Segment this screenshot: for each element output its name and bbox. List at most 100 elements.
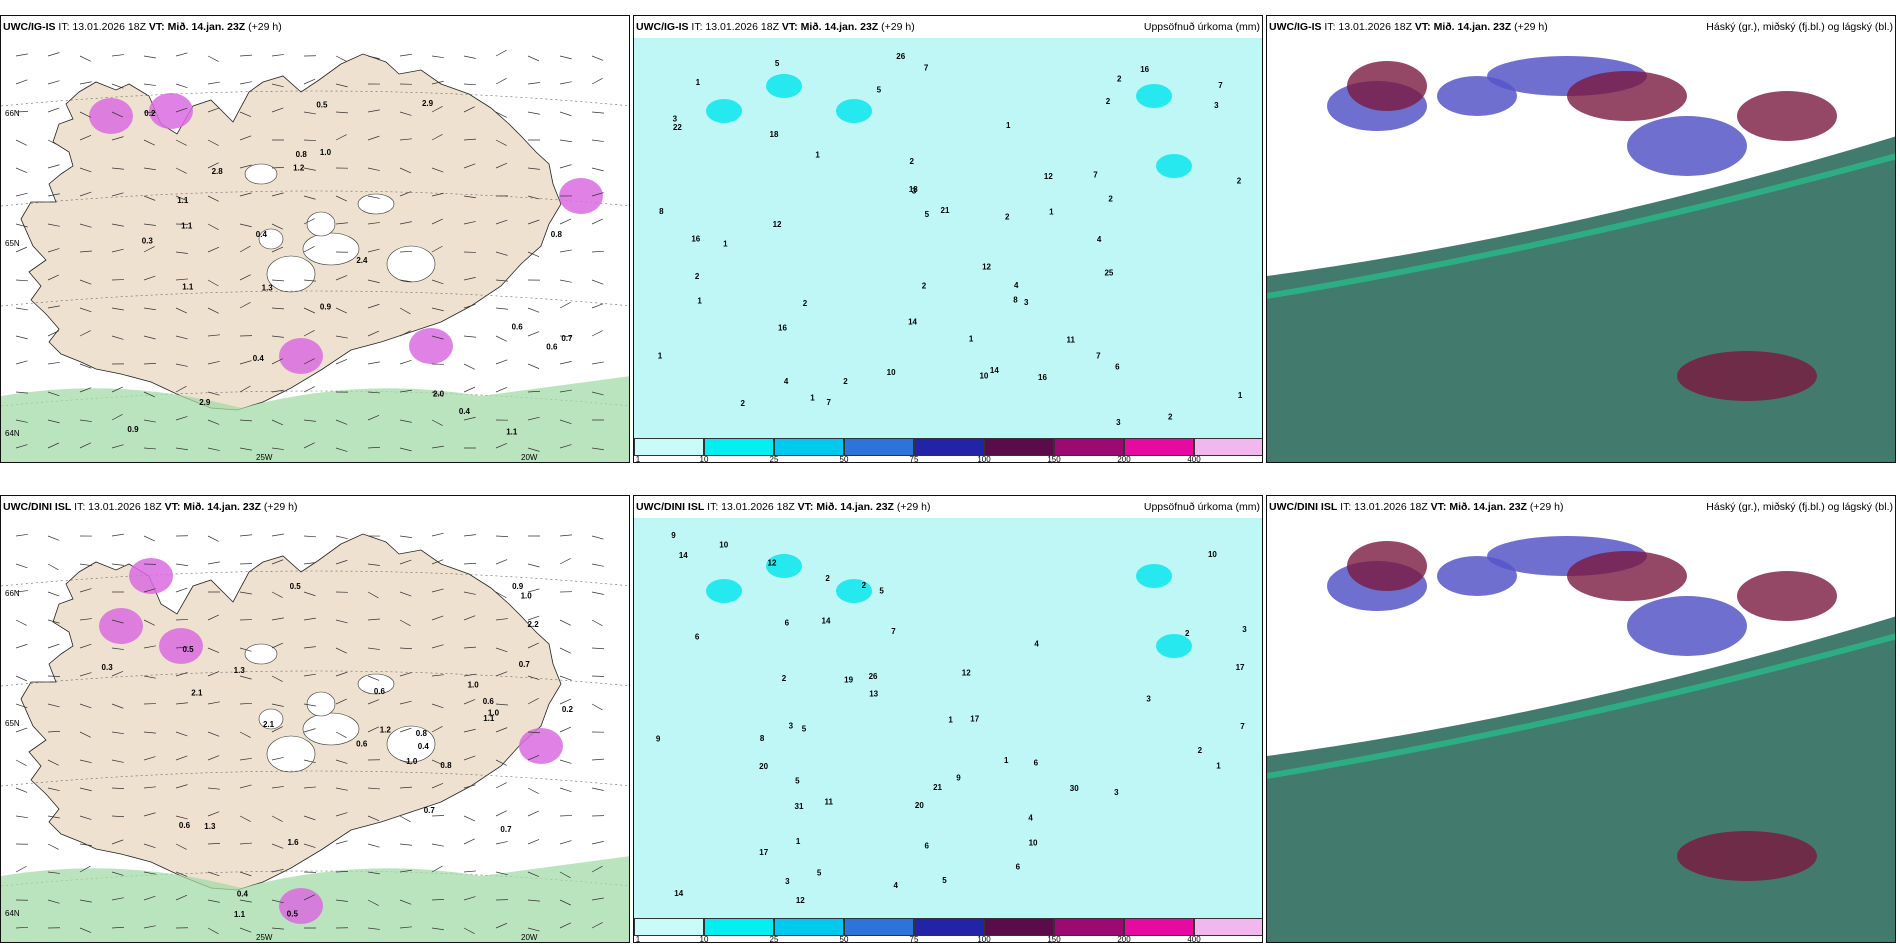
value-label: 19 (844, 676, 853, 685)
wind-barb (271, 83, 284, 88)
wind-barb (239, 899, 252, 903)
wind-barb (559, 815, 573, 817)
wind-barb (399, 869, 412, 873)
value-label: 3 (1242, 625, 1247, 634)
snow-area (409, 328, 453, 364)
wind-barb (111, 563, 124, 566)
axis-label: 66N (5, 109, 20, 118)
wind-barb (111, 192, 124, 197)
wind-barb (175, 307, 188, 314)
colorbar-tick: 400 (1187, 455, 1201, 463)
wind-barb (143, 275, 156, 281)
wind-barb (303, 246, 315, 253)
wind-barb (399, 191, 412, 197)
wind-barb (47, 139, 59, 146)
wind-barb (431, 759, 444, 766)
wind-barb (335, 222, 348, 225)
glacier-outline (244, 163, 278, 185)
snow-area (279, 338, 323, 374)
wind-barb (271, 246, 284, 253)
value-label: 5 (802, 724, 807, 733)
wind-barb (111, 223, 124, 227)
panel-dini-wind: UWC/DINI ISL IT: 13.01.2026 18Z VT: Mið.… (0, 495, 630, 943)
wind-barb (79, 167, 92, 173)
wind-barb (335, 698, 348, 705)
wind-barb (239, 842, 252, 845)
wind-barb (303, 386, 315, 393)
wind-barb (303, 562, 316, 565)
wind-barb (271, 447, 284, 450)
wind-barb (271, 107, 284, 113)
wind-barb (463, 927, 475, 934)
wind-barb (143, 335, 156, 340)
value-label: 2 (695, 272, 700, 281)
graticule-line (1, 770, 629, 787)
wind-barb (175, 52, 188, 57)
colorbar-tick: 75 (909, 935, 919, 943)
wind-barb (79, 731, 91, 738)
wind-barb (431, 726, 443, 733)
wind-barb (271, 591, 283, 598)
wind-barb (367, 899, 379, 906)
wind-barb (559, 534, 572, 537)
wind-barb (303, 843, 316, 848)
wind-barb (175, 107, 188, 113)
value-label: 9 (956, 774, 961, 783)
wind-barb (79, 279, 92, 285)
wind-barb (399, 926, 412, 929)
glacier-outline (302, 712, 360, 746)
axis-label: 25W (256, 933, 273, 942)
wind-barb (175, 335, 188, 340)
wind-barb (527, 698, 539, 705)
value-label: 3 (1214, 101, 1219, 110)
glacier-outline (258, 228, 284, 250)
wind-barb (15, 590, 28, 593)
wind-barb (79, 563, 92, 567)
wind-barb (175, 278, 188, 281)
wind-barb (591, 279, 604, 285)
colorbar-tick: 1 (635, 455, 641, 463)
wind-barb (591, 303, 604, 309)
value-label: 1.6 (287, 838, 299, 847)
wind-barb (15, 335, 28, 340)
wind-barb (175, 871, 188, 877)
wind-barb (559, 787, 572, 793)
wind-barb (47, 815, 60, 819)
value-label: 4 (784, 377, 789, 386)
wind-barb (15, 533, 28, 537)
wind-barb (175, 894, 188, 901)
wind-barb (559, 619, 571, 626)
value-label: 1 (1049, 208, 1054, 217)
mid-cloud-area (1677, 351, 1817, 401)
wind-barb (207, 731, 220, 737)
wind-barb (495, 782, 507, 789)
wind-barb (367, 563, 380, 566)
value-label: 3 (1116, 418, 1121, 427)
wind-barb (431, 843, 444, 847)
wind-barb (79, 307, 92, 313)
wind-barb (271, 675, 283, 682)
map-dini-cloud (1267, 518, 1895, 942)
wind-barb (495, 727, 508, 733)
wind-barb (463, 363, 475, 370)
wind-barb (559, 139, 572, 143)
wind-barb (367, 591, 379, 599)
wind-barb (367, 195, 380, 199)
wind-barb (175, 702, 188, 705)
wind-barb (335, 647, 347, 654)
wind-barb (79, 363, 92, 369)
wind-barb (431, 782, 444, 789)
glacier-outline (386, 725, 436, 763)
wind-barb (15, 563, 28, 569)
product-title: Uppsöfnuð úrkoma (mm) (1143, 501, 1260, 513)
wind-barb (111, 647, 124, 650)
wind-barb (143, 111, 156, 114)
wind-barb (367, 647, 380, 650)
mid-cloud-area (1737, 571, 1837, 621)
wind-barb (527, 447, 540, 452)
wind-barb (367, 871, 380, 875)
wind-barb (207, 334, 220, 337)
axis-label: 64N (5, 909, 20, 918)
wind-barb (431, 391, 444, 397)
wind-barb (207, 535, 219, 542)
